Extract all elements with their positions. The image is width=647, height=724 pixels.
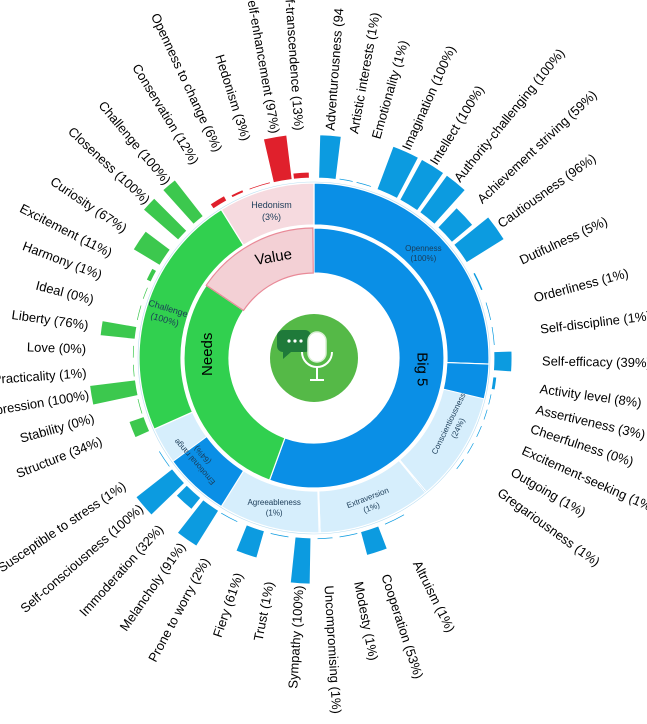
facet-bar-closeness	[142, 197, 188, 241]
facet-bar-conservation	[209, 195, 228, 210]
facet-label-altruism: Altruism (1%)	[410, 558, 458, 635]
facet-bar-challenge	[162, 179, 204, 225]
facet-bar-self-enhancement	[262, 134, 293, 184]
trait-label-agreeableness: Agreeableness (1%)	[247, 498, 300, 517]
facet-label-love: Love (0%)	[27, 339, 87, 356]
trait-fill-conscientiousness	[442, 362, 490, 400]
facet-bar-cautiousness	[453, 216, 505, 264]
trait-pct: (100%)	[410, 254, 436, 263]
facet-bar-adventurousness-94	[318, 134, 342, 180]
facet-bar-sympathy	[289, 536, 312, 585]
chat-dot	[287, 339, 291, 343]
facet-label-trust: Trust (1%)	[251, 580, 277, 642]
trait-name: Hedonism	[251, 200, 292, 210]
facet-bar-activity-level	[490, 376, 498, 391]
chat-dot	[293, 339, 297, 343]
facet-bar-harmony	[141, 286, 149, 300]
ring-title-value: Value	[254, 246, 294, 269]
ring-title-big-5: Big 5	[413, 352, 430, 386]
facet-bar-stability	[136, 398, 144, 415]
facet-bar-assertiveness	[487, 393, 493, 406]
microphone-icon	[307, 331, 327, 363]
facet-bar-altruism	[383, 513, 406, 526]
facet-bar-self-consciousness	[135, 468, 186, 516]
facet-label-orderliness: Orderliness (1%)	[532, 265, 630, 305]
logo	[270, 314, 358, 402]
facet-bar-openness-to-change	[230, 189, 245, 199]
facet-label-ideal: Ideal (0%)	[34, 278, 95, 307]
trait-fill-extraversion	[398, 459, 428, 494]
facet-bar-liberty	[99, 320, 138, 340]
facet-bar-love	[132, 344, 135, 359]
facet-bar-immoderation	[175, 484, 202, 510]
trait-label-openness: Openness (100%)	[405, 244, 441, 263]
facet-bar-self-expression	[89, 379, 139, 406]
trait-label-hedonism: Hedonism (3%)	[251, 200, 292, 222]
value-segment	[205, 227, 314, 312]
facet-label-fiery: Fiery (61%)	[210, 571, 246, 639]
facet-bar-ideal	[135, 304, 143, 322]
trait-fill-emotional-range	[172, 435, 245, 508]
facet-bar-excitement	[145, 267, 158, 283]
facet-bar-self-transcendence	[292, 171, 310, 180]
chat-dot	[299, 339, 303, 343]
facet-label-modesty: Modesty (1%)	[351, 580, 381, 662]
facet-label-practicality: Practicality (1%)	[0, 365, 87, 387]
facet-bar-authority-challenging	[419, 174, 466, 225]
facet-bar-dutifulness	[472, 271, 484, 292]
trait-fill-agreeableness	[317, 490, 321, 534]
facet-bar-uncompromising	[316, 536, 334, 540]
facet-bar-cooperation	[360, 525, 388, 556]
big5-segment	[268, 227, 445, 489]
trait-pct: (1%)	[266, 509, 283, 518]
facet-label-self-transcendence: Self-transcendence (13%)	[281, 0, 306, 131]
trait-ring-outline	[137, 181, 491, 535]
facet-label-dutifulness: Dutifulness (5%)	[517, 214, 610, 268]
facet-bar-practicality	[132, 363, 136, 378]
facet-bar-susceptible-to-stress	[157, 450, 171, 468]
facet-label-self-efficacy: Self-efficacy (39%)	[542, 353, 647, 370]
facet-label-liberty: Liberty (76%)	[11, 307, 90, 333]
facet-bar-achievement-striving	[437, 207, 474, 243]
facet-bar-imagination	[376, 145, 419, 199]
facet-label-immoderation: Immoderation (32%)	[76, 522, 166, 620]
facet-bar-gregariousness	[455, 458, 466, 471]
facet-bar-outgoing	[466, 441, 475, 455]
trait-pct: (3%)	[262, 212, 281, 222]
trait-name: Openness	[405, 244, 441, 253]
facet-bar-hedonism	[248, 181, 271, 191]
trait-segment-hedonism	[220, 182, 315, 247]
facet-bar-self-discipline	[490, 326, 496, 346]
facet-label-hedonism: Hedonism (3%)	[212, 53, 253, 143]
facet-bar-intellect	[399, 158, 445, 212]
ring-title-needs: Needs	[199, 333, 216, 376]
facet-bar-prone-to-worry	[219, 511, 239, 524]
facet-bar-excitement-seeking	[475, 424, 483, 439]
facet-bar-fiery	[235, 524, 265, 559]
facet-bar-self-efficacy	[493, 350, 513, 373]
chat-bubble-icon	[277, 330, 311, 359]
facet-label-self-discipline: Self-discipline (1%)	[539, 308, 647, 336]
facet-label-adventurousness-94: Adventurousness (94	[322, 7, 346, 131]
facet-bar-trust	[269, 532, 290, 539]
facet-bar-melancholy	[176, 499, 220, 547]
facet-bar-cheerfulness	[482, 408, 489, 421]
trait-name: Agreeableness	[247, 498, 300, 507]
facet-label-self-enhancement: Self-enhancement (97%)	[243, 0, 283, 135]
facet-label-cooperation: Cooperation (53%)	[378, 572, 426, 680]
facet-bar-modesty	[338, 532, 359, 539]
facet-bar-artistic-interests	[338, 177, 354, 183]
facet-bar-structure	[128, 416, 151, 439]
facet-label-sympathy: Sympathy (100%)	[285, 585, 306, 689]
facet-bar-curiosity	[132, 230, 171, 266]
facet-bar-emotionality	[355, 181, 373, 188]
facet-bar-orderliness	[484, 301, 493, 322]
facet-label-uncompromising: Uncompromising (1%)	[321, 585, 344, 714]
